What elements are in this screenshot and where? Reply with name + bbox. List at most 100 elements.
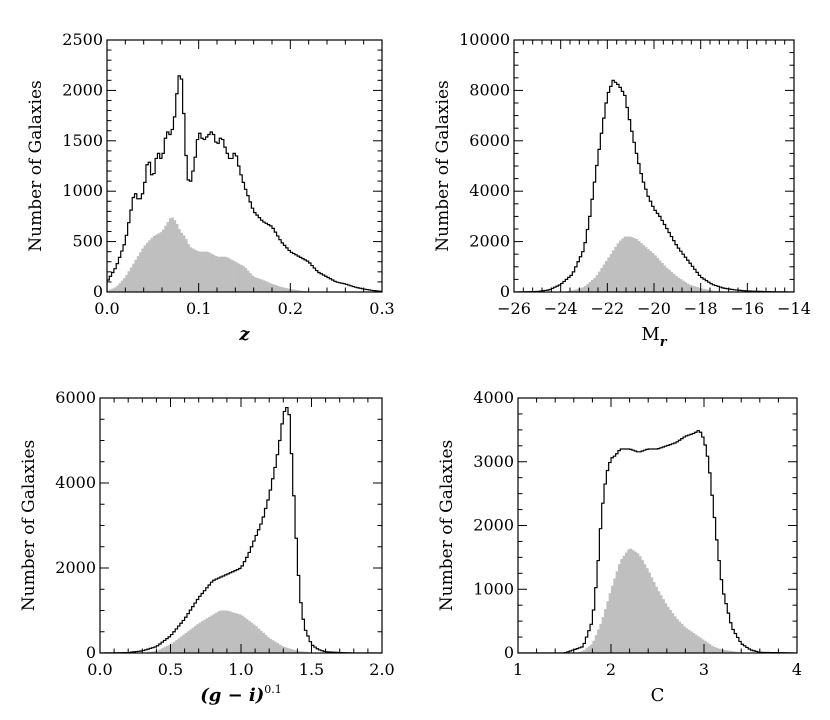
histogram-bar <box>215 612 218 653</box>
histogram-bar <box>136 256 140 292</box>
histogram-bar <box>648 572 651 653</box>
histogram-bar <box>635 239 639 292</box>
histogram-bar <box>224 610 228 653</box>
histogram-bar <box>594 635 598 653</box>
histogram-bar <box>700 288 704 292</box>
outline-histogram <box>107 75 382 292</box>
histogram-bar <box>587 646 591 653</box>
histogram-bar <box>579 288 583 292</box>
histogram-bar <box>668 269 671 292</box>
histogram-bar <box>647 249 650 292</box>
histogram-bar <box>656 257 660 292</box>
y-tick-label: 4000 <box>469 181 510 200</box>
histogram-bar <box>166 222 170 292</box>
histogram-bar <box>184 239 188 292</box>
histogram-bar <box>170 643 174 653</box>
y-tick-label: 4000 <box>55 473 96 492</box>
histogram-bar <box>662 599 665 653</box>
histogram-bar <box>581 287 585 292</box>
histogram-bar <box>198 251 202 292</box>
histogram-bar <box>597 629 600 653</box>
histogram-bar <box>244 268 248 292</box>
histogram-bar <box>642 245 646 292</box>
x-tick-label: −26 <box>497 299 531 318</box>
histogram-bar <box>590 644 593 653</box>
histogram-bar <box>191 627 195 653</box>
histogram-bar <box>267 282 271 292</box>
histogram-bar <box>158 649 162 653</box>
x-tick-label: 0.0 <box>94 299 119 318</box>
histogram-bar <box>198 622 202 653</box>
histogram-bar <box>651 253 655 292</box>
histogram-bar <box>210 253 213 292</box>
histogram-bar <box>212 254 216 292</box>
histogram-bar <box>724 650 728 653</box>
histogram-bar <box>609 253 613 292</box>
plot-area <box>518 430 797 653</box>
histogram-bar <box>299 651 303 653</box>
histogram-bar <box>208 616 211 653</box>
histogram-bar <box>701 639 705 653</box>
histogram-bar <box>591 279 594 292</box>
histogram-bar <box>235 262 239 292</box>
x-tick-label: −20 <box>637 299 671 318</box>
histogram-bar <box>697 636 700 653</box>
plot-area <box>514 79 794 292</box>
histogram-bar <box>265 281 268 292</box>
y-tick-label: 10000 <box>459 30 510 49</box>
y-tick-label: 8000 <box>469 80 510 99</box>
histogram-bar <box>627 549 630 653</box>
y-tick-label: 2500 <box>62 30 103 49</box>
histogram-bar <box>172 641 176 653</box>
histogram-bar <box>139 252 142 292</box>
histogram-bar <box>682 280 685 292</box>
histogram-bar <box>194 249 197 292</box>
histogram-bar <box>266 637 270 653</box>
histogram-bar <box>690 631 693 653</box>
histogram-bar <box>178 229 181 292</box>
histogram-bar <box>251 275 255 292</box>
histogram-bar <box>255 278 259 292</box>
histogram-bar <box>189 629 193 653</box>
outline-histogram <box>518 430 797 653</box>
histogram-bar <box>605 261 608 292</box>
histogram-bar <box>148 240 151 292</box>
histogram-bar <box>156 650 160 653</box>
histogram-bar <box>262 280 266 292</box>
y-axis-title: Number of Galaxies <box>437 440 457 611</box>
histogram-bar <box>125 274 129 292</box>
histogram-bar <box>118 283 122 292</box>
histogram-bar <box>233 612 237 653</box>
histogram-bar <box>637 241 641 292</box>
histogram-bar <box>257 628 261 653</box>
histogram-bar <box>253 277 257 292</box>
histogram-bar <box>634 551 637 653</box>
histogram-bar <box>649 251 653 292</box>
y-axis-title: Number of Galaxies <box>26 80 46 251</box>
chart-panel-2: −26 −24 −22 −20 −18 −16 −14 0 2000 4000 6000 8000 10… <box>433 30 811 350</box>
y-tick-label: 0 <box>93 282 103 301</box>
histogram-bar <box>670 271 674 292</box>
y-tick-label: 0 <box>500 282 510 301</box>
y-tick-label: 4000 <box>473 388 514 407</box>
histogram-bar <box>593 277 597 292</box>
chart-panel-1: 0.0 0.1 0.2 0.3 0 500 1000 1500 2000 2500 Number o… <box>26 30 395 345</box>
histogram-bar <box>608 593 612 653</box>
histogram-bar <box>109 289 112 292</box>
histogram-bar <box>677 277 681 292</box>
histogram-bar <box>217 611 221 653</box>
histogram-bar <box>157 233 161 292</box>
histogram-bar <box>580 651 584 653</box>
histogram-bar <box>687 629 691 653</box>
y-tick-label: 2000 <box>55 558 96 577</box>
x-tick-label: −16 <box>730 299 764 318</box>
histogram-bar <box>236 613 240 653</box>
histogram-bar <box>715 647 719 653</box>
histogram-bar <box>288 648 291 653</box>
histogram-bar <box>175 640 178 653</box>
x-tick-label: −18 <box>684 299 718 318</box>
histogram-bar <box>274 285 277 292</box>
histogram-bar <box>230 259 234 292</box>
histogram-bar <box>255 626 258 653</box>
histogram-bar <box>644 247 648 292</box>
